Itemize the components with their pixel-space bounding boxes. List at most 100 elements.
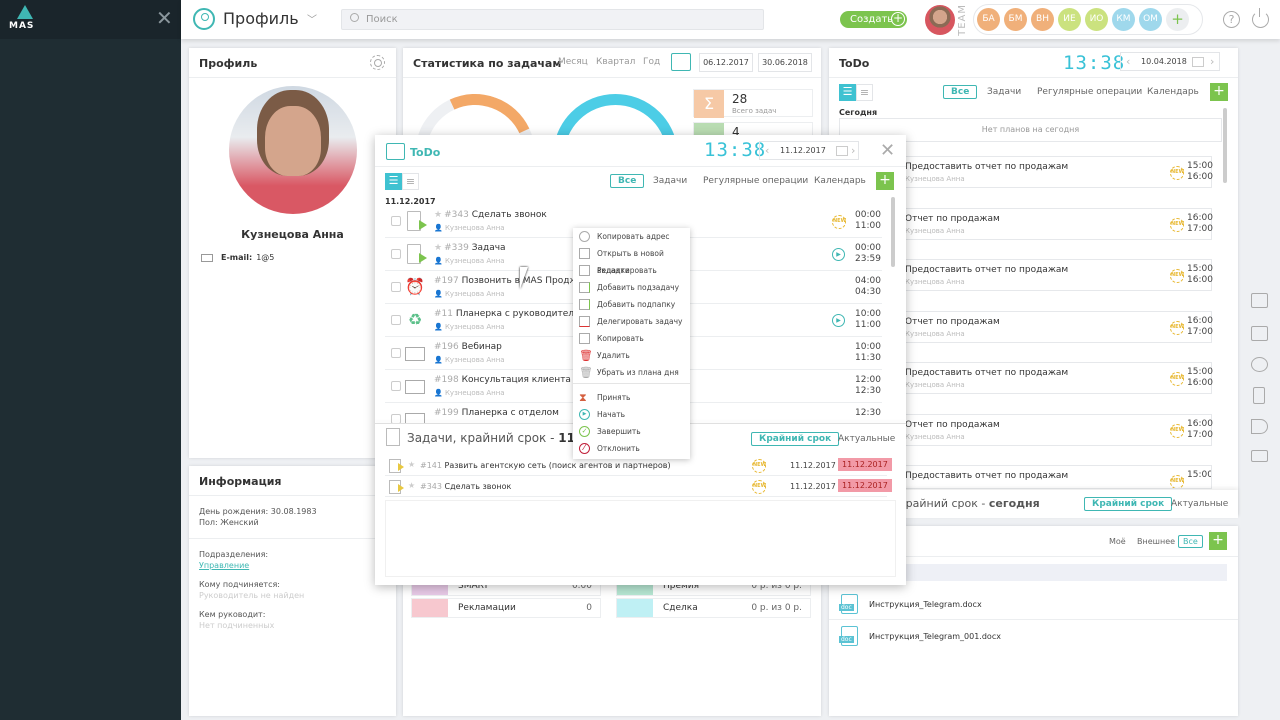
scrollbar[interactable]	[891, 197, 895, 267]
list-view-icon[interactable]: ☰	[839, 84, 856, 101]
phone-icon[interactable]	[1253, 387, 1265, 404]
menu-item-delete[interactable]: 🗑 Удалить	[579, 349, 630, 362]
menu-item-open-new-tab[interactable]: Открыть в новой вкладке	[573, 245, 690, 275]
close-modal-icon[interactable]: ✕	[880, 140, 896, 161]
filter-regular[interactable]: Регулярные операции	[1037, 87, 1143, 97]
files-tab-external[interactable]: Внешнее	[1137, 537, 1176, 546]
star-icon[interactable]: ★	[434, 243, 443, 253]
filter-regular[interactable]: Регулярные операции	[703, 176, 809, 186]
filter-calendar[interactable]: Календарь	[814, 176, 866, 186]
next-date-icon[interactable]: ›	[851, 144, 856, 157]
star-icon[interactable]: ★	[434, 210, 443, 220]
calendar-icon[interactable]	[1251, 326, 1268, 341]
menu-item-remove-from-plan[interactable]: 🗑 Убрать из плана дня	[579, 366, 679, 379]
menu-item-edit[interactable]: Редактировать	[573, 262, 690, 279]
filter-all[interactable]: Все	[943, 85, 978, 99]
megaphone-icon[interactable]	[1251, 419, 1268, 434]
menu-item-add-subtask[interactable]: Добавить подзадачу	[573, 279, 690, 296]
filter-tasks[interactable]: Задачи	[987, 87, 1022, 97]
add-todo-button[interactable]: +	[1210, 83, 1228, 101]
prev-date-icon[interactable]: ‹	[1126, 55, 1131, 68]
calendar-icon[interactable]	[836, 146, 848, 156]
play-icon[interactable]: ▶	[832, 248, 845, 261]
power-icon[interactable]	[1252, 8, 1269, 28]
files-tab-all[interactable]: Все	[1178, 535, 1203, 548]
task-checkbox[interactable]	[391, 282, 401, 292]
compact-view-icon[interactable]: ≡	[402, 173, 419, 190]
new-badge-icon: NEW	[1170, 166, 1184, 180]
task-checkbox[interactable]	[391, 414, 401, 423]
menu-item-reject[interactable]: ⁄ Отклонить	[573, 440, 690, 457]
menu-item-copy-link[interactable]: Копировать адрес	[573, 228, 690, 245]
member-avatar[interactable]: ОМ	[1139, 8, 1162, 31]
list-view-icon[interactable]: ☰	[385, 173, 402, 190]
add-member-button[interactable]: +	[1166, 8, 1189, 31]
filter-all[interactable]: Все	[610, 174, 645, 188]
task-row[interactable]: #199 Планерка с отделом 12:30	[385, 403, 882, 423]
calendar-icon[interactable]	[1192, 57, 1204, 67]
menu-item-complete[interactable]: ✓ Завершить	[573, 423, 690, 440]
file-item[interactable]: doc Инструкция_Telegram.docx	[829, 588, 1238, 620]
stat-value: 4	[732, 125, 740, 139]
menu-item-accept[interactable]: ⧗ Принять	[579, 391, 631, 404]
period-tab-year[interactable]: Год	[643, 57, 661, 67]
member-avatar[interactable]: КМ	[1112, 8, 1135, 31]
birthday: День рождения: 30.08.1983	[199, 507, 317, 516]
deadline-tab[interactable]: Крайний срок	[751, 432, 840, 446]
member-avatar[interactable]: ВН	[1031, 8, 1054, 31]
chat-icon[interactable]	[1251, 450, 1268, 462]
play-icon[interactable]: ▶	[832, 314, 845, 327]
member-avatar[interactable]: БА	[977, 8, 1000, 31]
date-from-input[interactable]: 06.12.2017	[699, 53, 753, 72]
alarm-icon[interactable]	[1251, 357, 1268, 372]
menu-item-start[interactable]: ▶ Начать	[573, 406, 690, 423]
menu-item-copy[interactable]: Копировать	[573, 330, 690, 347]
task-checkbox[interactable]	[391, 381, 401, 391]
star-icon[interactable]: ★	[408, 460, 416, 469]
period-tab-quarter[interactable]: Квартал	[596, 57, 636, 67]
create-button[interactable]: Создать +	[840, 11, 907, 28]
todo-icon[interactable]	[1251, 293, 1268, 308]
add-file-button[interactable]: +	[1209, 532, 1227, 550]
todo-date[interactable]: 10.04.2018	[1141, 57, 1187, 66]
deadline-row[interactable]: ★ #141 Развить агентскую сеть (поиск аге…	[385, 456, 892, 476]
modal-date[interactable]: 11.12.2017	[780, 146, 826, 155]
task-checkbox[interactable]	[391, 348, 401, 358]
compact-view-icon[interactable]: ≡	[856, 84, 873, 101]
search-input[interactable]: Поиск	[341, 9, 764, 30]
member-avatar[interactable]: ИО	[1085, 8, 1108, 31]
deadline-tab[interactable]: Крайний срок	[1084, 497, 1173, 511]
prev-date-icon[interactable]: ‹	[765, 144, 770, 157]
user-avatar[interactable]	[925, 5, 955, 35]
period-tab-month[interactable]: Месяц	[558, 57, 588, 67]
menu-item-add-subfolder[interactable]: Добавить подпапку	[573, 296, 690, 313]
scrollbar[interactable]	[1223, 108, 1227, 183]
files-search-input[interactable]	[839, 564, 1227, 581]
envelope-icon	[201, 253, 213, 262]
filter-tasks[interactable]: Задачи	[653, 176, 688, 186]
file-item[interactable]: doc Инструкция_Telegram_001.docx	[829, 620, 1238, 652]
help-icon[interactable]: ?	[1223, 11, 1240, 28]
calendar-icon[interactable]	[671, 53, 691, 71]
task-checkbox[interactable]	[391, 315, 401, 325]
actual-tab[interactable]: Актуальные	[1171, 499, 1229, 509]
files-tab-mine[interactable]: Моё	[1109, 537, 1126, 546]
chevron-down-icon[interactable]: ﹀	[307, 15, 317, 26]
add-todo-button[interactable]: +	[876, 172, 894, 190]
actual-tab[interactable]: Актуальные	[838, 434, 896, 444]
department-link[interactable]: Управление	[199, 561, 250, 570]
context-menu: Копировать адрес Открыть в новой вкладке…	[573, 228, 690, 459]
date-to-input[interactable]: 30.06.2018	[758, 53, 812, 72]
next-date-icon[interactable]: ›	[1210, 55, 1215, 68]
close-sidebar-icon[interactable]: ✕	[156, 6, 173, 30]
menu-item-delegate[interactable]: Делегировать задачу	[573, 313, 690, 330]
task-checkbox[interactable]	[391, 216, 401, 226]
member-avatar[interactable]: БМ	[1004, 8, 1027, 31]
gear-icon[interactable]	[370, 55, 385, 70]
deadline-row[interactable]: ★ #343 Сделать звонок NEW 11.12.2017 11.…	[385, 477, 892, 497]
filter-calendar[interactable]: Календарь	[1147, 87, 1199, 97]
mas-logo[interactable]: MAS	[9, 5, 41, 33]
member-avatar[interactable]: ИЕ	[1058, 8, 1081, 31]
star-icon[interactable]: ★	[408, 481, 416, 490]
task-checkbox[interactable]	[391, 249, 401, 259]
